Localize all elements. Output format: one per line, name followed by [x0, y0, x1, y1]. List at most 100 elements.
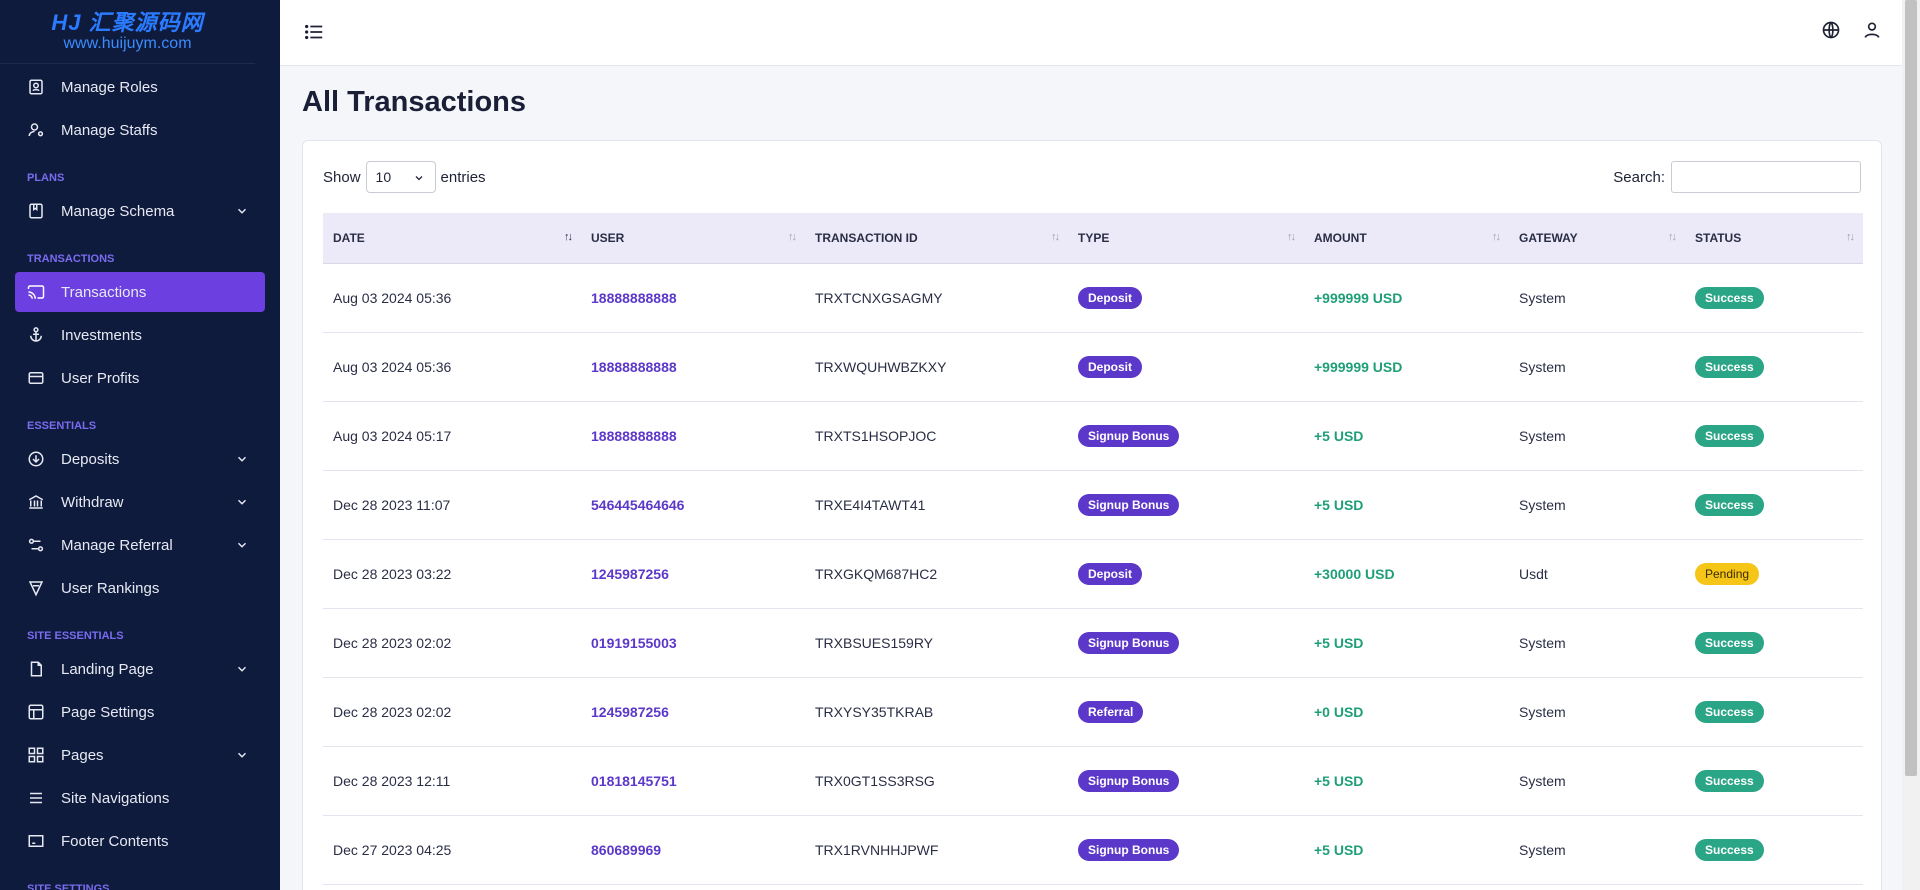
column-header-status[interactable]: STATUS ↑↓ — [1685, 213, 1863, 264]
cell-status: Success — [1685, 608, 1863, 678]
cell-date: Dec 28 2023 12:11 — [323, 746, 581, 816]
entries-select[interactable]: 10 — [365, 161, 436, 193]
sidebar-item-manage-roles[interactable]: Manage Roles — [15, 67, 265, 107]
cell-amount: +5 USD — [1304, 746, 1509, 816]
column-header-amount[interactable]: AMOUNT ↑↓ — [1304, 213, 1509, 264]
sort-icon: ↑↓ — [1668, 231, 1677, 243]
sort-icon: ↑↓ — [1492, 231, 1501, 243]
sidebar-item-label: Footer Contents — [61, 832, 169, 850]
sidebar-item-pages[interactable]: Pages — [15, 735, 265, 775]
sidebar-item-label: Manage Roles — [61, 78, 158, 96]
table-row: Dec 28 2023 02:02 01919155003 TRXBSUES15… — [323, 608, 1863, 678]
cell-date: Dec 27 2023 04:25 — [323, 815, 581, 885]
chevron-down-icon — [235, 538, 249, 556]
cell-user-link[interactable]: 01818145751 — [581, 746, 805, 816]
column-header-label: DATE — [333, 230, 365, 245]
sidebar-item-site-navigations[interactable]: Site Navigations — [15, 778, 265, 818]
layout-icon — [27, 703, 45, 721]
search-input[interactable] — [1671, 161, 1861, 193]
cell-user-link[interactable]: 01919155003 — [581, 608, 805, 678]
card-icon — [27, 369, 45, 387]
column-header-date[interactable]: DATE ↑↓ — [323, 213, 581, 264]
sidebar-item-label: Manage Staffs — [61, 121, 158, 139]
globe-icon[interactable] — [1821, 20, 1845, 44]
section-transactions: TRANSACTIONS — [27, 253, 115, 265]
cell-status: Pending — [1685, 539, 1863, 609]
cell-date: Aug 03 2024 05:36 — [323, 263, 581, 333]
sidebar-item-footer-contents[interactable]: Footer Contents — [15, 821, 265, 861]
page-icon — [27, 660, 45, 678]
search-label: Search: — [1613, 168, 1665, 186]
sidebar-item-investments[interactable]: Investments — [15, 315, 265, 355]
sidebar-item-deposits[interactable]: Deposits — [15, 439, 265, 479]
section-essentials: ESSENTIALS — [27, 420, 97, 432]
status-badge: Success — [1695, 631, 1764, 654]
cell-type: Deposit — [1068, 263, 1304, 333]
column-header-user[interactable]: USER ↑↓ — [581, 213, 805, 264]
cell-date: Dec 28 2023 02:02 — [323, 608, 581, 678]
cell-transaction-id: TRXBSUES159RY — [805, 608, 1068, 678]
cast-icon — [27, 283, 45, 301]
table-header-row: DATE ↑↓ USER ↑↓ TRANSACTION ID ↑↓ TYPE ↑↓ AM… — [323, 213, 1863, 264]
show-label: Show — [323, 168, 361, 186]
cell-amount: +5 USD — [1304, 608, 1509, 678]
sidebar-item-label: Page Settings — [61, 703, 155, 721]
chevron-down-icon — [235, 204, 249, 222]
page-scrollbar-thumb[interactable] — [1905, 0, 1917, 776]
sidebar-item-landing-page[interactable]: Landing Page — [15, 649, 265, 689]
cell-gateway: System — [1509, 677, 1685, 747]
user-icon[interactable] — [1862, 20, 1886, 44]
cell-date: Aug 03 2024 05:17 — [323, 401, 581, 471]
sidebar-item-label: User Rankings — [61, 579, 160, 597]
cell-status: Success — [1685, 746, 1863, 816]
chevron-down-icon — [235, 662, 249, 680]
sidebar-item-withdraw[interactable]: Withdraw — [15, 482, 265, 522]
cell-date: Aug 03 2024 05:36 — [323, 332, 581, 402]
sidebar-item-page-settings[interactable]: Page Settings — [15, 692, 265, 732]
cell-type: Signup Bonus — [1068, 470, 1304, 540]
link-icon — [27, 536, 45, 554]
column-header-type[interactable]: TYPE ↑↓ — [1068, 213, 1304, 264]
cell-status: Success — [1685, 677, 1863, 747]
sidebar-item-user-profits[interactable]: User Profits — [15, 358, 265, 398]
sidebar-item-transactions[interactable]: Transactions — [15, 272, 265, 312]
user-gear-icon — [27, 121, 45, 139]
entries-control: Show 10 entries — [323, 161, 486, 193]
type-badge: Signup Bonus — [1078, 769, 1180, 792]
section-plans: PLANS — [27, 172, 65, 184]
cell-user-link[interactable]: 1245987256 — [581, 539, 805, 609]
column-header-transaction-id[interactable]: TRANSACTION ID ↑↓ — [805, 213, 1068, 264]
cell-user-link[interactable]: 18888888888 — [581, 401, 805, 471]
status-badge: Success — [1695, 424, 1764, 447]
column-header-label: STATUS — [1695, 230, 1742, 245]
cell-user-link[interactable]: 18888888888 — [581, 263, 805, 333]
cell-user-link[interactable]: 1245987256 — [581, 677, 805, 747]
cell-user-link[interactable]: 860689969 — [581, 815, 805, 885]
sidebar-item-label: Pages — [61, 746, 104, 764]
arrow-down-circle-icon — [27, 450, 45, 468]
logo-url-text: www.huijuym.com — [63, 34, 192, 52]
cell-type: Signup Bonus — [1068, 815, 1304, 885]
column-header-label: USER — [591, 230, 625, 245]
cell-user-link[interactable]: 18888888888 — [581, 332, 805, 402]
sidebar-item-manage-schema[interactable]: Manage Schema — [15, 191, 265, 231]
menu-list-icon[interactable] — [303, 21, 327, 45]
column-header-gateway[interactable]: GATEWAY ↑↓ — [1509, 213, 1685, 264]
cell-transaction-id: TRXGKQM687HC2 — [805, 539, 1068, 609]
sort-icon: ↑↓ — [564, 231, 573, 243]
sidebar-item-label: Manage Referral — [61, 536, 173, 554]
cell-user-link[interactable]: 546445464646 — [581, 470, 805, 540]
logo-main-text: HJ 汇聚源码网 — [51, 9, 204, 35]
sidebar-item-manage-referral[interactable]: Manage Referral — [15, 525, 265, 565]
cell-type: Referral — [1068, 677, 1304, 747]
book-icon — [27, 202, 45, 220]
sidebar-item-user-rankings[interactable]: User Rankings — [15, 568, 265, 608]
section-site-essentials: SITE ESSENTIALS — [27, 630, 124, 642]
type-badge: Signup Bonus — [1078, 424, 1180, 447]
table-row: Dec 28 2023 03:22 1245987256 TRXGKQM687H… — [323, 539, 1863, 609]
status-badge: Success — [1695, 286, 1764, 309]
logo[interactable]: HJ 汇聚源码网 www.huijuym.com — [0, 0, 255, 64]
cell-transaction-id: TRX1RVNHHJPWF — [805, 815, 1068, 885]
cell-type: Deposit — [1068, 332, 1304, 402]
sidebar-item-manage-staffs[interactable]: Manage Staffs — [15, 110, 265, 150]
